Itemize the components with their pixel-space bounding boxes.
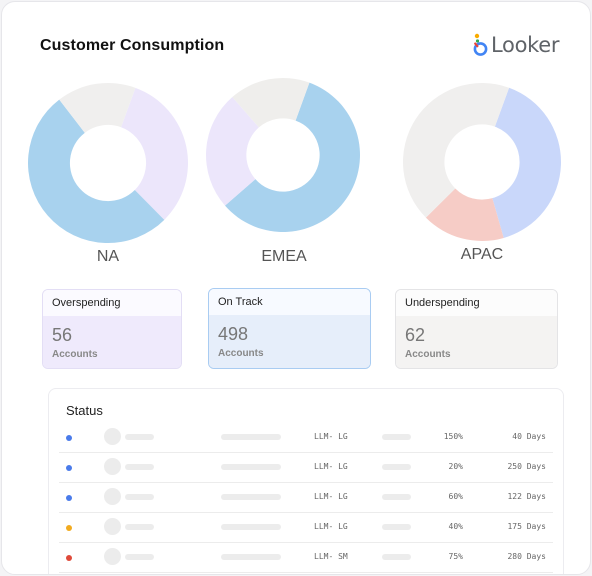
days-cell: 40 Days bbox=[512, 432, 546, 441]
percent-cell: 75% bbox=[448, 552, 463, 561]
status-dot bbox=[66, 465, 72, 471]
donut-segment-underspending[interactable] bbox=[402, 82, 510, 218]
status-dot bbox=[66, 555, 72, 561]
donut-label-na: NA bbox=[96, 248, 120, 265]
stat-card-body: 56 Accounts bbox=[43, 316, 181, 368]
donut-chart-emea[interactable] bbox=[205, 77, 361, 233]
progress-placeholder bbox=[382, 464, 411, 470]
progress-placeholder bbox=[382, 524, 411, 530]
detail-placeholder bbox=[221, 464, 281, 470]
stat-card-unit: Accounts bbox=[218, 348, 264, 359]
tier-cell: LLM- LG bbox=[314, 462, 348, 471]
donut-chart-apac[interactable] bbox=[402, 82, 562, 242]
detail-placeholder bbox=[221, 524, 281, 530]
donut-segment-underspending[interactable] bbox=[232, 78, 310, 128]
name-placeholder bbox=[125, 494, 154, 500]
donut-label-apac: APAC bbox=[460, 246, 504, 263]
table-row[interactable]: LLM- LG 60% 122 Days bbox=[59, 482, 553, 513]
detail-placeholder bbox=[221, 494, 281, 500]
name-placeholder bbox=[125, 464, 154, 470]
donut-segment-on-track[interactable] bbox=[225, 82, 360, 233]
tier-cell: LLM- LG bbox=[314, 432, 348, 441]
percent-cell: 150% bbox=[443, 432, 463, 441]
stat-card-label: On Track bbox=[209, 289, 370, 315]
avatar bbox=[104, 458, 121, 475]
donut-segment-on-track[interactable] bbox=[492, 87, 561, 238]
stat-card-on-track[interactable]: On Track 498 Accounts bbox=[208, 288, 371, 369]
tier-cell: LLM- SM bbox=[314, 552, 348, 561]
tier-cell: LLM- LG bbox=[314, 522, 348, 531]
stat-card-body: 498 Accounts bbox=[209, 315, 370, 368]
donut-chart-na[interactable] bbox=[27, 82, 189, 244]
stat-card-unit: Accounts bbox=[405, 349, 451, 360]
status-dot bbox=[66, 495, 72, 501]
status-title: Status bbox=[66, 403, 103, 418]
table-row[interactable]: LLM- SM 75% 280 Days bbox=[59, 542, 553, 573]
progress-placeholder bbox=[382, 494, 411, 500]
table-row[interactable]: LLM- LG 150% 40 Days bbox=[59, 422, 553, 453]
donut-segment-overspending[interactable] bbox=[121, 87, 189, 220]
detail-placeholder bbox=[221, 554, 281, 560]
progress-placeholder bbox=[382, 434, 411, 440]
avatar bbox=[104, 488, 121, 505]
detail-placeholder bbox=[221, 434, 281, 440]
stat-card-value: 62 bbox=[405, 325, 426, 345]
percent-cell: 40% bbox=[448, 522, 463, 531]
stat-card-underspending[interactable]: Underspending 62 Accounts bbox=[395, 289, 558, 369]
name-placeholder bbox=[125, 524, 154, 530]
avatar bbox=[104, 548, 121, 565]
table-row[interactable]: LLM- LG 20% 250 Days bbox=[59, 452, 553, 483]
stat-card-value: 498 bbox=[218, 324, 249, 344]
percent-cell: 60% bbox=[448, 492, 463, 501]
days-cell: 250 Days bbox=[507, 462, 546, 471]
donut-segment-underspending[interactable] bbox=[59, 83, 136, 133]
stat-card-overspending[interactable]: Overspending 56 Accounts bbox=[42, 289, 182, 369]
status-panel: Status LLM- LG 150% 40 Days LLM- LG 20% 250 D… bbox=[48, 388, 564, 574]
days-cell: 175 Days bbox=[507, 522, 546, 531]
name-placeholder bbox=[125, 434, 154, 440]
donut-segment-at-risk[interactable] bbox=[425, 188, 504, 241]
stat-card-body: 62 Accounts bbox=[396, 316, 557, 368]
avatar bbox=[104, 518, 121, 535]
donut-segment-on-track[interactable] bbox=[28, 99, 165, 243]
days-cell: 122 Days bbox=[507, 492, 546, 501]
page-title: Customer Consumption bbox=[40, 37, 225, 54]
percent-cell: 20% bbox=[448, 462, 463, 471]
looker-logo-icon bbox=[473, 33, 488, 56]
status-dot bbox=[66, 525, 72, 531]
name-placeholder bbox=[125, 554, 154, 560]
donut-segment-overspending[interactable] bbox=[206, 97, 259, 206]
table-row[interactable]: LLM- LG 40% 175 Days bbox=[59, 512, 553, 543]
looker-logo[interactable]: Looker bbox=[472, 32, 560, 58]
stat-card-value: 56 bbox=[52, 325, 73, 345]
donut-label-emea: EMEA bbox=[261, 248, 307, 265]
progress-placeholder bbox=[382, 554, 411, 560]
stat-card-label: Overspending bbox=[43, 290, 181, 316]
days-cell: 280 Days bbox=[507, 552, 546, 561]
stat-card-unit: Accounts bbox=[52, 349, 98, 360]
avatar bbox=[104, 428, 121, 445]
looker-logo-text: Looker bbox=[491, 33, 560, 57]
stat-card-label: Underspending bbox=[396, 290, 557, 316]
tier-cell: LLM- LG bbox=[314, 492, 348, 501]
status-dot bbox=[66, 435, 72, 441]
